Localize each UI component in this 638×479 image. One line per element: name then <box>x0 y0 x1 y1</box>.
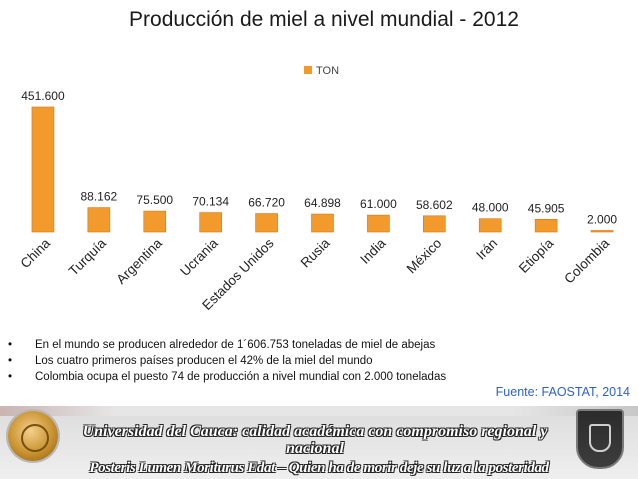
x-tick-label: Argentina <box>113 235 165 287</box>
data-label: 70.134 <box>192 195 229 209</box>
bar <box>590 230 614 233</box>
data-label: 451.600 <box>21 89 65 103</box>
flag-band <box>0 406 638 416</box>
bar <box>311 213 334 233</box>
x-tick-label: Turquía <box>66 235 109 278</box>
bullet-text: En el mundo se producen alrededor de 1´6… <box>35 339 436 351</box>
data-labels-group: 451.600 88.162 75.500 70.134 66.720 64.898 61.… <box>21 89 617 227</box>
data-label: 58.602 <box>416 198 453 212</box>
bar-chart: TON 451.600 88.162 75.500 70.134 66.720 64.89… <box>18 65 618 313</box>
data-label: 61.000 <box>360 197 397 211</box>
university-shield-icon <box>576 409 624 469</box>
data-label: 75.500 <box>136 193 173 207</box>
bullet-item: • Colombia ocupa el puesto 74 de producci… <box>8 369 628 385</box>
bar <box>478 218 502 233</box>
data-label: 88.162 <box>81 190 118 204</box>
x-tick-label: Ucrania <box>177 235 221 279</box>
source-citation: Fuente: FAOSTAT, 2014 <box>495 385 630 399</box>
x-tick-label: China <box>18 235 54 271</box>
bar <box>143 210 167 233</box>
bullet-text: Los cuatro primeros países producen el 4… <box>35 355 373 367</box>
bar <box>534 218 558 233</box>
university-footer: Universidad del Cauca: calidad académica… <box>0 406 638 479</box>
bar <box>87 207 111 233</box>
legend-label: TON <box>316 65 339 77</box>
x-tick-label: Etiopía <box>516 235 557 276</box>
bar <box>31 106 55 233</box>
bullet-list: • En el mundo se producen alrededor de 1´… <box>8 337 628 385</box>
bullet-dot: • <box>8 339 13 351</box>
chart-legend: TON <box>304 65 339 77</box>
bar <box>255 213 278 233</box>
bullet-text: Colombia ocupa el puesto 74 de producció… <box>35 371 447 383</box>
latin-motto: Posteris Lumen Moriturus Edat – Quien ha… <box>89 460 549 476</box>
bullet-dot: • <box>8 371 13 383</box>
bullet-dot: • <box>8 355 13 367</box>
x-tick-label: Colombia <box>561 235 612 286</box>
university-motto: Universidad del Cauca: calidad académica… <box>82 423 548 457</box>
bar <box>423 215 446 233</box>
data-label: 2.000 <box>587 213 617 227</box>
x-tick-label: Irán <box>473 236 500 263</box>
bars-group <box>31 106 614 233</box>
x-tick-label: Rusia <box>298 235 333 270</box>
bullet-item: • Los cuatro primeros países producen el … <box>8 353 628 369</box>
bullet-item: • En el mundo se producen alrededor de 1´… <box>8 337 628 353</box>
slide-title: Producción de miel a nivel mundial - 201… <box>129 8 519 31</box>
bar <box>367 214 390 233</box>
legend-swatch <box>304 66 312 74</box>
data-label: 64.898 <box>304 196 341 210</box>
x-tick-label: India <box>357 235 389 267</box>
bar <box>199 212 222 233</box>
data-label: 66.720 <box>248 196 285 210</box>
data-label: 45.905 <box>528 201 565 215</box>
x-tick-label: México <box>404 236 445 277</box>
university-seal-icon <box>8 411 58 461</box>
data-label: 48.000 <box>472 201 509 215</box>
